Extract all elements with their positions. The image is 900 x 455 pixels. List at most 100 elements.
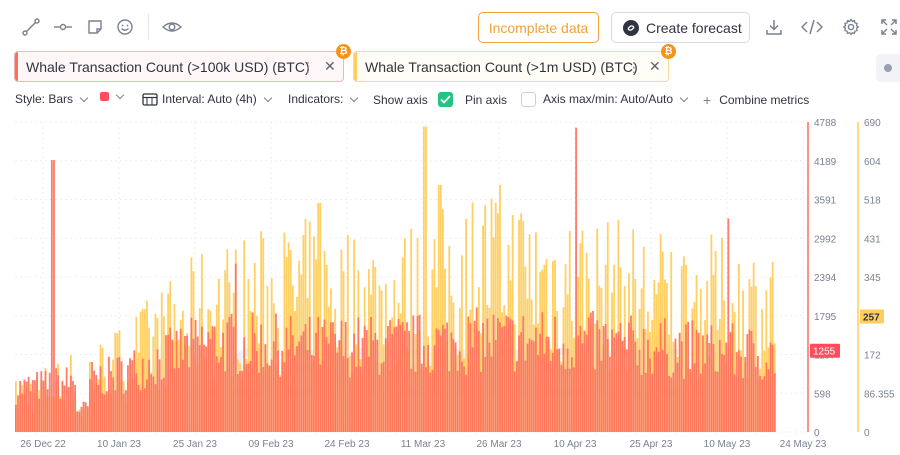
y-tick-label-100k: 4788: [814, 118, 837, 129]
bar-100k: [702, 335, 704, 432]
bar-100k: [387, 326, 389, 432]
bar-100k: [678, 333, 681, 432]
bar-100k: [524, 360, 527, 432]
fullscreen-icon[interactable]: [878, 16, 900, 38]
bar-1m: [422, 126, 425, 433]
bar-1m: [733, 311, 736, 432]
pin-axis-checkbox[interactable]: [521, 92, 537, 107]
bar-100k: [38, 398, 41, 432]
bar-100k: [171, 339, 174, 432]
y-tick-label-1m: 604: [864, 157, 881, 168]
bar-100k: [735, 352, 738, 432]
bar-100k: [253, 333, 256, 432]
bar-100k: [186, 335, 189, 432]
bar-100k: [165, 335, 167, 432]
bar-100k: [706, 334, 709, 432]
settings-gear-icon[interactable]: [840, 16, 862, 38]
line-tool-icon[interactable]: [20, 16, 42, 38]
bar-1m: [714, 250, 717, 432]
bar-100k: [313, 355, 315, 432]
bar-1m: [154, 313, 157, 432]
bar-100k: [317, 317, 320, 432]
close-icon[interactable]: ✕: [324, 58, 336, 74]
bar-100k: [48, 372, 51, 432]
bar-100k: [513, 371, 516, 432]
axis-maxmin-selector[interactable]: Axis max/min: Auto/Auto: [543, 92, 689, 106]
bar-100k: [378, 374, 381, 432]
bar-100k: [486, 318, 489, 432]
bar-1m: [410, 228, 413, 432]
bar-100k: [72, 380, 74, 432]
indicators-selector[interactable]: Indicators:: [288, 92, 359, 106]
download-icon[interactable]: [763, 16, 785, 38]
bar-1m: [143, 309, 146, 432]
x-tick-label: 10 Apr 23: [554, 439, 597, 450]
close-icon[interactable]: ✕: [649, 58, 661, 74]
bar-1m: [101, 347, 104, 432]
bar-100k: [61, 380, 64, 432]
bar-100k: [63, 385, 66, 432]
bar-100k: [264, 344, 267, 432]
bar-100k: [135, 373, 138, 432]
bar-100k: [450, 332, 453, 432]
metric-menu-icon[interactable]: ⋮: [627, 59, 641, 75]
bar-100k: [99, 366, 102, 432]
bar-100k: [416, 316, 419, 432]
show-axis-label: Show axis: [373, 92, 428, 107]
bar-100k: [224, 371, 227, 432]
combine-metrics-label: Combine metrics: [719, 93, 810, 107]
bar-100k: [112, 377, 115, 432]
note-icon[interactable]: [84, 16, 106, 38]
bar-100k: [306, 349, 309, 432]
incomplete-data-button[interactable]: Incomplete data: [478, 12, 599, 43]
bar-100k: [188, 367, 191, 432]
bar-100k: [55, 368, 57, 432]
bar-100k: [754, 366, 757, 432]
chart-area[interactable]: .santiment. 0598119717952394299235914189…: [0, 112, 900, 455]
bar-1m: [173, 304, 176, 432]
metric-menu-icon[interactable]: ⋮: [301, 59, 315, 75]
bar-100k: [65, 367, 68, 432]
horizontal-line-icon[interactable]: [52, 16, 74, 38]
toolbar-divider: [148, 14, 149, 40]
bar-100k: [131, 360, 134, 432]
embed-code-icon[interactable]: [801, 16, 823, 38]
bar-100k: [40, 371, 43, 432]
side-panel-toggle[interactable]: [876, 54, 900, 82]
bar-100k: [175, 330, 178, 432]
bar-1m: [742, 290, 744, 432]
bar-100k: [737, 350, 740, 432]
bar-100k: [160, 379, 163, 432]
bar-100k: [444, 328, 446, 432]
bar-1m: [243, 240, 246, 432]
style-selector[interactable]: Style: Bars: [15, 92, 89, 106]
bar-100k: [321, 326, 324, 432]
combine-metrics-button[interactable]: + Combine metrics: [703, 92, 809, 108]
bar-100k: [277, 350, 279, 432]
bar-100k: [699, 373, 702, 432]
metric-chip-1m[interactable]: Whale Transaction Count (>1m USD) (BTC) …: [353, 44, 676, 82]
bar-1m: [342, 271, 345, 432]
pin-axis-toggle[interactable]: Pin axis: [465, 92, 537, 107]
show-axis-toggle[interactable]: Show axis: [373, 92, 453, 107]
bar-100k: [562, 343, 565, 432]
bar-100k: [666, 354, 668, 432]
interval-selector[interactable]: Interval: Auto (4h): [142, 92, 272, 106]
bar-100k: [42, 380, 45, 432]
bar-100k: [27, 376, 30, 432]
bar-100k: [262, 367, 265, 432]
create-forecast-button[interactable]: Create forecast: [611, 12, 750, 43]
emoji-icon[interactable]: [114, 16, 136, 38]
bar-100k: [621, 340, 624, 432]
show-axis-checkbox[interactable]: [437, 92, 453, 107]
metric-chip-100k[interactable]: Whale Transaction Count (>100k USD) (BTC…: [14, 44, 351, 82]
bar-100k: [78, 411, 81, 432]
color-selector[interactable]: [100, 90, 125, 101]
last-value-label-1m: 257: [863, 313, 880, 324]
bar-1m: [313, 236, 315, 432]
bar-100k: [651, 373, 654, 432]
bar-1m: [442, 209, 444, 432]
bar-100k: [346, 358, 349, 432]
bar-100k: [173, 368, 176, 432]
visibility-icon[interactable]: [161, 16, 183, 38]
